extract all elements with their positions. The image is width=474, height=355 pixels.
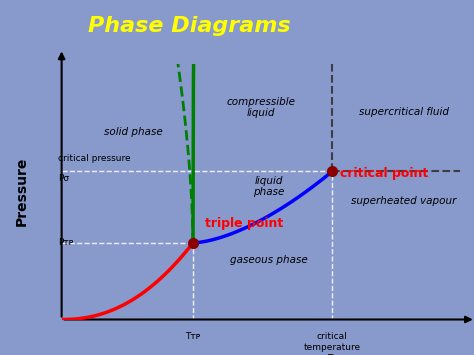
Text: Tᴛᴘ: Tᴛᴘ [185, 332, 201, 341]
Text: Pσ: Pσ [58, 174, 69, 184]
Text: critical pressure: critical pressure [58, 154, 130, 163]
Text: gaseous phase: gaseous phase [230, 255, 308, 265]
Text: Pressure: Pressure [15, 157, 29, 226]
Text: critical point: critical point [340, 167, 428, 180]
Text: critical
temperature
Tσ: critical temperature Tσ [304, 332, 361, 355]
Text: liquid
phase: liquid phase [253, 176, 284, 197]
Text: Pᴛᴘ: Pᴛᴘ [58, 238, 73, 247]
Text: Phase Diagrams: Phase Diagrams [88, 16, 291, 36]
Text: triple point: triple point [205, 217, 283, 230]
Text: supercritical fluid: supercritical fluid [359, 107, 449, 117]
Text: superheated vapour: superheated vapour [351, 196, 457, 207]
Text: solid phase: solid phase [104, 127, 163, 137]
Text: compressible
liquid: compressible liquid [226, 97, 295, 118]
